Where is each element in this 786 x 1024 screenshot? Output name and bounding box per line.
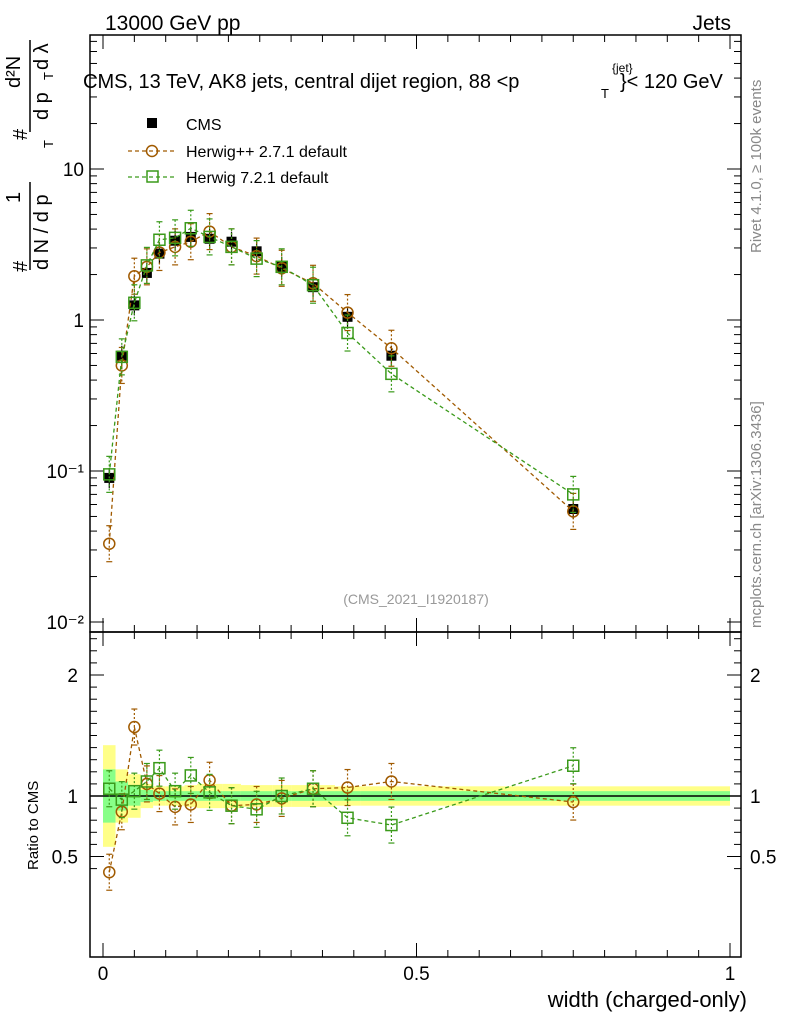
analysis-id: (CMS_2021_I1920187) — [343, 591, 489, 607]
ratio-herwigpp-point — [184, 798, 198, 811]
legend: CMS Herwig++ 2.7.1 default Herwig 7.2.1 … — [128, 117, 348, 187]
main-herwigpp-point — [567, 505, 580, 518]
legend-marker-cms — [147, 118, 157, 128]
ratio-herwig7-point — [153, 761, 166, 775]
y-axis-label: # 1 d N / d p T # d²N d p T d λ — [3, 40, 56, 272]
y-tick-label-main: 10⁻² — [47, 613, 85, 634]
main-herwig7-point — [140, 259, 154, 272]
data-marks — [103, 209, 580, 891]
main-herwig7-point — [103, 468, 116, 481]
ratio-herwig7-point — [306, 782, 320, 795]
ylabel-t1: T — [41, 140, 56, 148]
x-axis-label: width (charged-only) — [547, 987, 747, 1012]
rivet-label: Rivet 4.1.0, ≥ 100k events — [748, 80, 765, 253]
legend-marker-herwig7 — [146, 170, 159, 183]
main-herwig7-point — [168, 231, 182, 245]
ratio-y-label: Ratio to CMS — [25, 781, 42, 870]
main-herwig7-point — [153, 233, 166, 246]
ratio-herwig7-point — [225, 799, 238, 812]
main-herwig7-point — [567, 488, 580, 501]
main-herwig7-point — [341, 326, 354, 340]
main-herwig7-point — [225, 240, 238, 254]
ratio-herwig7-point — [203, 786, 216, 799]
ylabel-dl: d λ — [31, 43, 53, 70]
ylabel-d2n: d²N — [3, 56, 25, 88]
x-tick-label: 0.5 — [403, 964, 429, 985]
title-sub: T — [601, 86, 609, 101]
main-herwig7-point — [250, 252, 263, 265]
ratio-herwig7-point — [567, 759, 580, 772]
header-right: Jets — [692, 12, 731, 35]
ratio-herwig7-point — [385, 818, 398, 832]
ratio-herwigpp-point — [128, 720, 141, 734]
main-herwig7-point — [184, 222, 198, 235]
ratio-herwig7-point — [128, 784, 141, 798]
legend-label-herwigpp: Herwig++ 2.7.1 default — [186, 144, 348, 161]
main-herwig7-point — [306, 278, 320, 292]
chart-title: CMS, 13 TeV, AK8 jets, central dijet reg… — [83, 61, 724, 101]
main-line-2 — [108, 227, 574, 495]
legend-label-cms: CMS — [186, 117, 222, 134]
main-herwig7-point — [203, 230, 216, 244]
ratio-herwig7-point — [115, 793, 129, 806]
title-sup: {jet} — [612, 61, 633, 75]
main-herwig7-point — [275, 260, 288, 274]
main-herwigpp-point — [385, 342, 398, 355]
main-herwigpp-point — [184, 235, 198, 248]
mcplots-label: mcplots.cern.ch [arXiv:1306.3436] — [748, 401, 765, 628]
ylabel-dpt: d p — [31, 92, 53, 120]
y-tick-label-ratio: 0.5 — [52, 848, 78, 869]
legend-marker-herwigpp — [145, 144, 159, 158]
ylabel-t2: T — [41, 72, 56, 80]
y-tick-label-ratio: 2 — [67, 666, 78, 687]
main-herwigpp-point — [103, 537, 116, 550]
ratio-herwigpp-point — [385, 775, 398, 788]
ratio-herwig7-point — [250, 803, 263, 816]
ylabel-dn: d N / d p — [31, 194, 53, 270]
main-herwig7-point — [128, 296, 141, 310]
ratio-herwigpp-point — [103, 865, 116, 879]
y-tick-label-ratio-right: 0.5 — [750, 848, 776, 869]
main-line-1 — [108, 230, 574, 544]
ratio-panel-frame — [89, 631, 742, 958]
main-herwigpp-point — [341, 306, 354, 319]
main-herwig7-point — [115, 350, 129, 364]
ratio-herwigpp-point — [567, 795, 580, 809]
x-tick-label: 0 — [98, 964, 109, 985]
y-tick-label-ratio-right: 2 — [750, 666, 761, 687]
y-tick-label-main: 10⁻¹ — [47, 462, 85, 483]
y-tick-label-main: 1 — [73, 311, 84, 332]
ylabel-one: 1 — [3, 192, 25, 203]
ratio-herwig7-point — [140, 775, 154, 788]
title-tail: }< 120 GeV — [620, 71, 724, 93]
main-herwig7-point — [385, 367, 398, 381]
ylabel-hash: # — [10, 260, 32, 272]
y-tick-label-ratio: 1 — [67, 787, 78, 808]
y-tick-label-main: 10 — [63, 160, 84, 181]
legend-label-herwig7: Herwig 7.2.1 default — [186, 170, 329, 187]
ratio-herwig7-point — [184, 769, 198, 782]
x-tick-label: 1 — [725, 964, 736, 985]
ratio-herwig7-point — [103, 782, 116, 795]
ratio-herwig7-point — [275, 789, 288, 803]
ratio-herwigpp-point — [153, 787, 166, 800]
ratio-bands — [90, 745, 741, 847]
ratio-herwigpp-point — [341, 781, 354, 794]
main-herwigpp-point — [128, 269, 141, 283]
y-tick-label-ratio-right: 1 — [750, 787, 761, 808]
header-left: 13000 GeV pp — [105, 12, 240, 35]
ratio-herwig7-point — [168, 784, 182, 798]
title-main: CMS, 13 TeV, AK8 jets, central dijet reg… — [83, 71, 519, 93]
ylabel-hash2: # — [10, 128, 32, 140]
ratio-herwig7-point — [341, 811, 354, 825]
axis-ticks: 10⁻² 10⁻¹ 1 10 0 0.5 1 0.5 0.5 1 1 2 2 — [47, 35, 776, 985]
